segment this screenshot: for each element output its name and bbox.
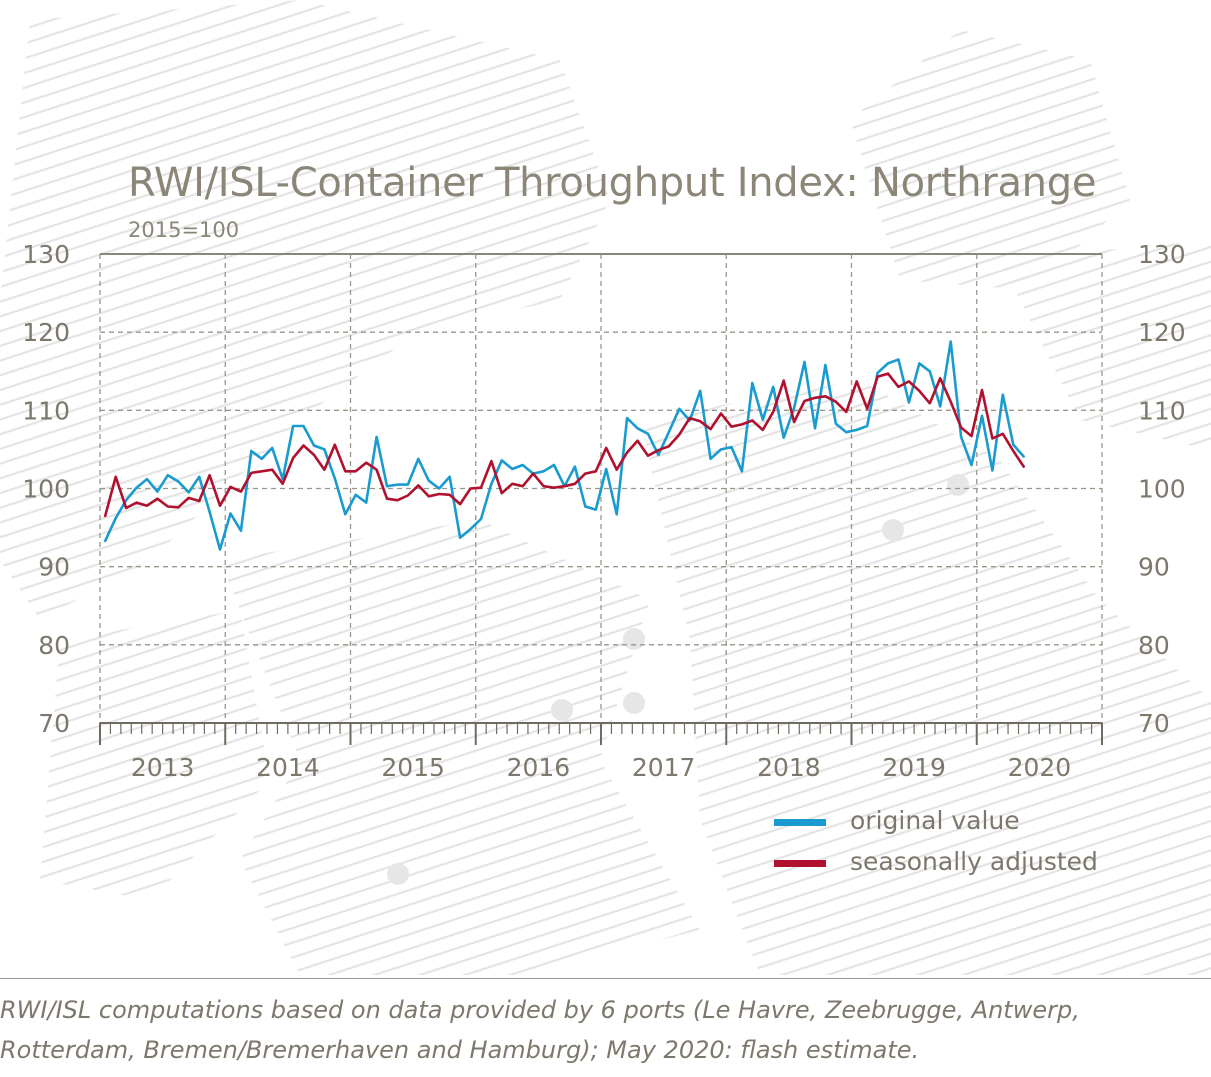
- background-map-hatching: [0, 0, 1211, 975]
- chart-subtitle: 2015=100: [128, 218, 240, 242]
- y-tick-label-left-90: 90: [38, 553, 70, 582]
- data-series: [103, 340, 1026, 551]
- y-tick-label-right-120: 120: [1138, 318, 1186, 347]
- y-tick-label-left-80: 80: [38, 631, 70, 660]
- y-tick-label-left-130: 130: [22, 240, 70, 269]
- y-tick-label-left-110: 110: [22, 396, 70, 425]
- y-tick-label-right-110: 110: [1138, 396, 1186, 425]
- source-note: RWI/ISL computations based on data provi…: [0, 990, 1200, 1070]
- y-tick-label-left-100: 100: [22, 475, 70, 504]
- y-tick-label-right-70: 70: [1138, 709, 1170, 738]
- y-tick-label-right-130: 130: [1138, 240, 1186, 269]
- axes: 70 70 80 80 90 90 100 100 110 110 120 120 130 130 2013…: [22, 240, 1185, 782]
- legend-label-original: original value: [850, 806, 1020, 835]
- x-tick-label-2019: 2019: [882, 753, 946, 782]
- y-tick-label-right-100: 100: [1138, 475, 1186, 504]
- x-tick-label-2016: 2016: [507, 753, 571, 782]
- x-tick-label-2015: 2015: [381, 753, 445, 782]
- source-note-line-2: Rotterdam, Bremen/Bremerhaven and Hambur…: [0, 1036, 920, 1064]
- legend-swatch-original: [774, 819, 826, 826]
- legend-label-adjusted: seasonally adjusted: [850, 847, 1098, 876]
- y-tick-label-left-70: 70: [38, 709, 70, 738]
- legend-swatch-adjusted: [774, 860, 826, 867]
- x-tick-label-2014: 2014: [256, 753, 320, 782]
- x-tick-label-2018: 2018: [757, 753, 821, 782]
- y-tick-label-right-90: 90: [1138, 553, 1170, 582]
- footer-divider: [0, 978, 1211, 979]
- chart-title: RWI/ISL-Container Throughput Index: Nort…: [128, 160, 1097, 206]
- y-tick-label-left-120: 120: [22, 318, 70, 347]
- x-tick-label-2017: 2017: [632, 753, 696, 782]
- x-tick-label-2020: 2020: [1008, 753, 1072, 782]
- source-note-line-1: RWI/ISL computations based on data provi…: [0, 996, 1080, 1024]
- series-line-seasonally-adjusted: [103, 372, 1026, 518]
- x-tick-label-2013: 2013: [131, 753, 195, 782]
- y-tick-label-right-80: 80: [1138, 631, 1170, 660]
